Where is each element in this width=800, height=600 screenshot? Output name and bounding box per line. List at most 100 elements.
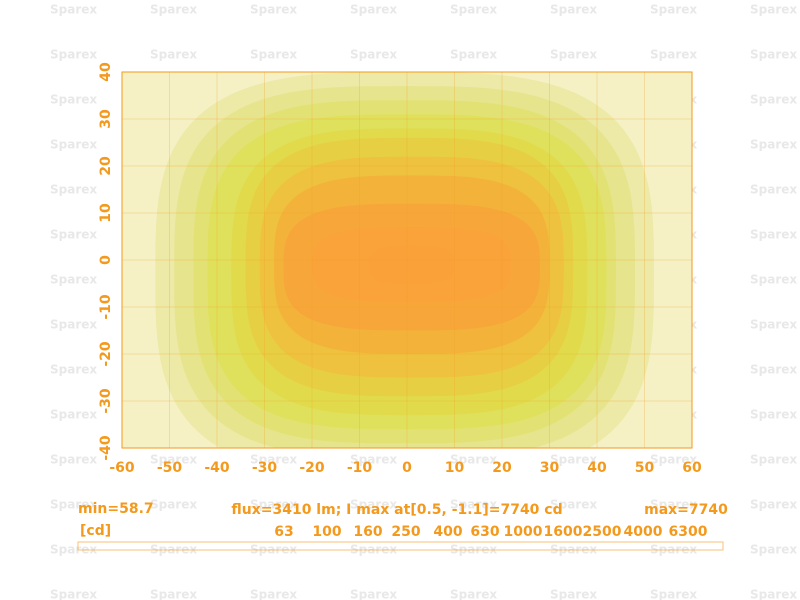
watermark: Sparex [750, 183, 797, 197]
watermark: Sparex [450, 48, 497, 62]
watermark: Sparex [750, 228, 797, 242]
x-tick-label: 60 [682, 460, 702, 476]
watermark: Sparex [250, 3, 297, 17]
watermark: Sparex [250, 498, 297, 512]
legend-level: 400 [433, 524, 462, 540]
x-tick-label: -10 [347, 460, 373, 476]
x-tick-label: -50 [157, 460, 183, 476]
watermark: Sparex [750, 543, 797, 557]
x-tick-label: 20 [492, 460, 512, 476]
watermark: Sparex [150, 498, 197, 512]
watermark: Sparex [550, 588, 597, 600]
watermark: Sparex [750, 48, 797, 62]
legend-level: 250 [391, 524, 420, 540]
watermark: Sparex [50, 228, 97, 242]
watermark: Sparex [450, 453, 497, 467]
x-tick-label: 30 [540, 460, 560, 476]
watermark: Sparex [650, 453, 697, 467]
legend-level: 1000 [504, 524, 543, 540]
legend-level: 630 [470, 524, 499, 540]
watermark: Sparex [150, 3, 197, 17]
legend-bar [77, 541, 724, 551]
axes: -60 -50 -40 -30 -20 -10 0 10 20 30 40 50 60 -40 -30 -20… [77, 62, 724, 551]
watermark: Sparex [350, 588, 397, 600]
watermark: Sparex [50, 318, 97, 332]
watermark: Sparex [50, 588, 97, 600]
x-tick-label: 50 [635, 460, 655, 476]
watermark: Sparex [50, 363, 97, 377]
watermark: Sparex [750, 363, 797, 377]
watermark: Sparex [50, 3, 97, 17]
watermark: Sparex [750, 273, 797, 287]
x-tick-label: 0 [402, 460, 412, 476]
legend-level: 4000 [624, 524, 663, 540]
watermark: Sparex [450, 498, 497, 512]
watermark: Sparex [150, 588, 197, 600]
x-tick-label: -60 [109, 460, 135, 476]
y-tick-label: -40 [98, 435, 114, 461]
watermark: Sparex [350, 498, 397, 512]
watermark: Sparex [450, 3, 497, 17]
x-tick-label: 40 [587, 460, 607, 476]
watermark: Sparex [50, 273, 97, 287]
watermark: Sparex [50, 93, 97, 107]
watermark: Sparex [50, 453, 97, 467]
watermark: Sparex [150, 48, 197, 62]
unit-label: [cd] [80, 523, 111, 539]
watermark: Sparex [750, 3, 797, 17]
x-tick-label: 10 [445, 460, 465, 476]
legend-level: 1600 [544, 524, 583, 540]
watermark: Sparex [750, 453, 797, 467]
watermark: Sparex [550, 453, 597, 467]
x-tick-label: -20 [299, 460, 325, 476]
info-label: flux=3410 lm; I max at[0.5, -1.1]=7740 c… [231, 502, 562, 518]
watermark: Sparex [750, 588, 797, 600]
watermark: Sparex [350, 3, 397, 17]
watermark: Sparex [350, 453, 397, 467]
legend-level: 160 [353, 524, 382, 540]
x-tick-label: -30 [252, 460, 278, 476]
watermark: Sparex [750, 93, 797, 107]
plot-frame [121, 71, 693, 449]
watermark: Sparex [50, 498, 97, 512]
watermark: Sparex [50, 138, 97, 152]
watermark: Sparex [550, 48, 597, 62]
watermark: Sparex [750, 408, 797, 422]
y-tick-label: -30 [98, 388, 114, 414]
watermark: Sparex [550, 498, 597, 512]
watermark: Sparex [350, 48, 397, 62]
watermark: Sparex [650, 48, 697, 62]
watermark: Sparex [50, 48, 97, 62]
watermark: Sparex [150, 453, 197, 467]
y-tick-label: 30 [98, 109, 114, 129]
watermark: Sparex [650, 498, 697, 512]
max-label: max=7740 [644, 502, 728, 518]
y-tick-label: 20 [98, 156, 114, 176]
y-tick-label: 10 [98, 203, 114, 223]
watermark: Sparex [650, 588, 697, 600]
min-label: min=58.7 [78, 501, 154, 517]
y-tick-label: 40 [98, 62, 114, 82]
watermark: Sparex [50, 408, 97, 422]
watermark: Sparex [250, 588, 297, 600]
watermark: Sparex [750, 318, 797, 332]
y-tick-label: -20 [98, 341, 114, 367]
legend-level: 63 [274, 524, 293, 540]
legend-level: 2500 [583, 524, 622, 540]
plot-area [122, 72, 692, 448]
y-tick-label: 0 [98, 255, 114, 265]
watermark: Sparex [750, 498, 797, 512]
watermark: Sparex [450, 588, 497, 600]
watermark: Sparex [50, 183, 97, 197]
legend-level: 6300 [669, 524, 708, 540]
x-tick-label: -40 [204, 460, 230, 476]
watermark: Sparex [550, 3, 597, 17]
watermark: Sparex [750, 138, 797, 152]
legend-level: 100 [312, 524, 341, 540]
contour [369, 245, 455, 284]
watermark: Sparex [250, 453, 297, 467]
watermark: Sparex [50, 543, 97, 557]
y-tick-label: -10 [98, 294, 114, 320]
watermark: Sparex [650, 3, 697, 17]
